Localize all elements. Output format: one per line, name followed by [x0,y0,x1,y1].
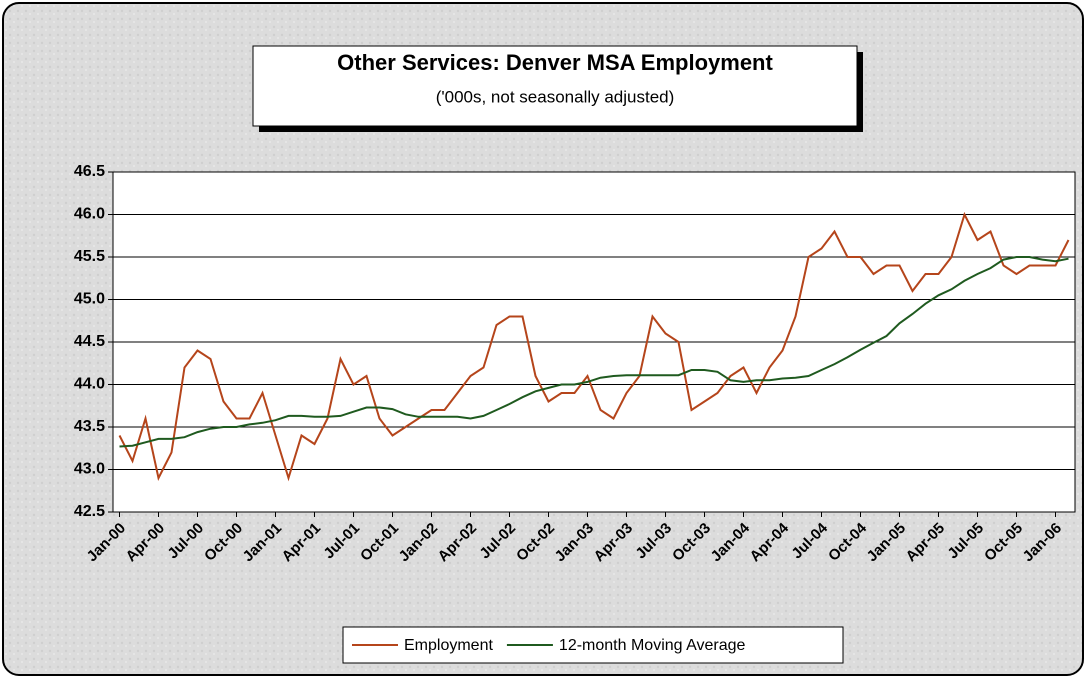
y-tick-label: 45.0 [74,291,105,308]
y-tick-label: 43.5 [74,418,105,435]
series-line [119,256,1069,448]
legend-label: 12-month Moving Average [559,637,746,654]
y-tick-label: 45.5 [74,248,105,265]
y-tick-label: 46.5 [74,163,105,180]
legend-box [342,626,844,664]
title-box [252,45,858,127]
series-line [118,211,1070,482]
y-tick-label: 44.5 [74,333,105,350]
legend-label: Employment [404,637,493,654]
y-tick-label: 46.0 [74,206,105,223]
chart-subtitle: ('000s, not seasonally adjusted) [436,87,675,106]
y-tick-label: 44.0 [74,376,105,393]
chart-title: Other Services: Denver MSA Employment [337,50,773,75]
y-tick-label: 43.0 [74,461,105,478]
y-tick-label: 42.5 [74,503,105,520]
